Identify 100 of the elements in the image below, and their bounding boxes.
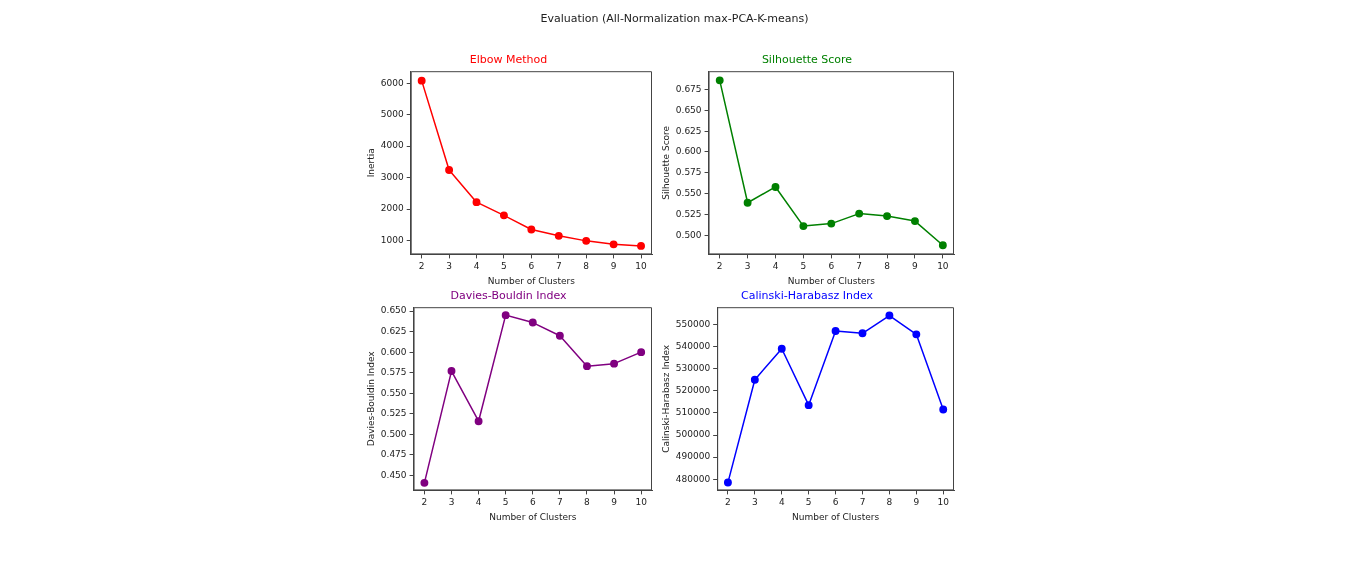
- x-axis-title: Number of Clusters: [791, 511, 880, 522]
- x-tick-label: 4: [778, 497, 785, 508]
- x-tick-label: 10: [937, 497, 950, 508]
- y-axis-title: Davies-Bouldin Index: [365, 350, 376, 447]
- point: [637, 241, 645, 250]
- x-tick-label: 8: [884, 261, 891, 272]
- x-tick-label: 3: [751, 497, 758, 508]
- x-tick-label: 6: [529, 497, 536, 508]
- point: [474, 417, 483, 426]
- y-tick-label: 0.525: [675, 208, 702, 219]
- point: [938, 241, 947, 250]
- x-tick-label: 3: [744, 261, 751, 272]
- x-tick-label: 3: [448, 497, 455, 508]
- y-tick-label: 0.525: [380, 408, 407, 419]
- x-tick-label: 8: [584, 497, 591, 508]
- y-tick-label: 0.675: [675, 83, 702, 94]
- point: [855, 209, 864, 218]
- x-tick-label: 7: [859, 497, 866, 508]
- point: [609, 240, 618, 249]
- y-axis-title: Inertia: [365, 148, 376, 178]
- chart-title: Silhouette Score: [761, 53, 853, 67]
- point: [445, 166, 454, 174]
- point: [912, 330, 921, 339]
- point: [555, 331, 564, 340]
- x-tick-label: 2: [725, 497, 731, 508]
- y-axis-title: Calinski-Harabasz Index: [660, 344, 671, 453]
- y-tick-label: 3000: [380, 171, 404, 182]
- x-tick-label: 6: [832, 497, 839, 508]
- y-tick-label: 0.600: [380, 346, 407, 357]
- point: [911, 217, 919, 226]
- y-tick-label: 500000: [675, 429, 711, 440]
- point: [827, 219, 836, 228]
- y-tick-label: 6000: [380, 77, 404, 88]
- point: [582, 236, 591, 245]
- point: [501, 311, 510, 320]
- x-axis-title: Number of Clusters: [787, 275, 876, 286]
- x-tick-label: 5: [502, 497, 509, 508]
- point: [804, 401, 813, 410]
- y-tick-label: 520000: [675, 385, 711, 396]
- y-tick-label: 4000: [380, 140, 404, 151]
- point: [723, 478, 732, 487]
- x-tick-label: 9: [611, 497, 618, 508]
- x-tick-label: 7: [856, 261, 863, 272]
- y-tick-label: 510000: [675, 407, 711, 418]
- text: Evaluation (All-Normalization max-PCA-K-means): [539, 12, 810, 25]
- x-axis-title: Number of Clusters: [489, 511, 577, 522]
- y-tick-label: 0.575: [380, 367, 407, 378]
- x-axis-title: Number of Clusters: [487, 275, 576, 286]
- x-tick-label: 4: [772, 261, 779, 272]
- point: [472, 198, 481, 207]
- y-tick-label: 0.575: [675, 167, 702, 178]
- x-tick-label: 2: [421, 497, 428, 508]
- point: [939, 405, 948, 414]
- x-tick-label: 4: [475, 497, 482, 508]
- x-tick-label: 9: [610, 261, 617, 272]
- point: [527, 225, 536, 234]
- chart-title: Calinski-Harabasz Index: [741, 289, 874, 303]
- y-tick-label: 490000: [675, 451, 711, 462]
- point: [610, 359, 619, 368]
- y-tick-label: 550000: [675, 318, 711, 329]
- y-tick-label: 0.500: [675, 229, 702, 240]
- x-tick-label: 9: [913, 497, 920, 508]
- x-tick-label: 2: [716, 261, 723, 272]
- y-tick-label: 0.475: [380, 449, 407, 460]
- y-axis-title: Silhouette Score: [660, 125, 671, 200]
- x-tick-label: 7: [555, 261, 562, 272]
- y-tick-label: 480000: [675, 473, 711, 484]
- x-tick-label: 10: [635, 497, 648, 508]
- x-tick-label: 8: [886, 497, 893, 508]
- point: [743, 198, 752, 207]
- point: [799, 222, 808, 231]
- point: [858, 329, 867, 338]
- y-tick-label: 0.450: [380, 469, 407, 480]
- chart-title: Elbow Method: [469, 53, 548, 67]
- x-tick-label: 6: [828, 261, 835, 272]
- x-tick-label: 6: [528, 261, 535, 272]
- y-tick-label: 0.550: [380, 387, 407, 398]
- y-tick-label: 1000: [380, 234, 404, 245]
- point: [417, 76, 426, 85]
- point: [420, 478, 429, 487]
- x-tick-label: 7: [557, 497, 563, 508]
- point: [750, 375, 759, 384]
- point: [715, 76, 724, 85]
- x-tick-label: 4: [473, 261, 480, 272]
- y-tick-label: 0.650: [380, 305, 407, 316]
- point: [528, 318, 537, 327]
- y-tick-label: 0.625: [380, 325, 407, 336]
- point: [554, 231, 563, 240]
- x-tick-label: 5: [805, 497, 812, 508]
- x-tick-label: 10: [937, 261, 949, 272]
- x-tick-label: 5: [501, 261, 507, 272]
- y-tick-label: 2000: [380, 203, 404, 214]
- y-tick-label: 5000: [380, 108, 404, 119]
- y-tick-label: 0.550: [675, 187, 702, 198]
- x-tick-label: 8: [583, 261, 590, 272]
- y-tick-label: 0.600: [675, 146, 702, 157]
- point: [777, 344, 786, 353]
- x-tick-label: 2: [418, 261, 425, 272]
- point: [637, 348, 646, 357]
- point: [771, 183, 780, 191]
